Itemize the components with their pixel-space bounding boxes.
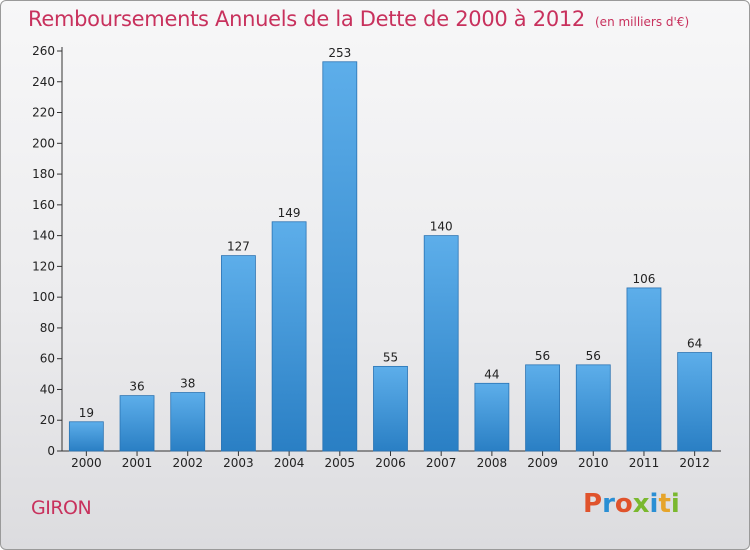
x-tick-label: 2006 (375, 456, 406, 470)
y-tick-label: 100 (32, 290, 55, 304)
data-label: 38 (180, 377, 195, 391)
x-tick-label: 2009 (527, 456, 558, 470)
data-label: 140 (430, 220, 453, 234)
bar-2003 (221, 255, 256, 452)
data-label: 106 (633, 272, 656, 286)
y-tick-label: 60 (40, 352, 55, 366)
data-label: 36 (129, 380, 144, 394)
chart-axes: 0 20 40 60 80 100 120 140 160 180 200 220 240 260 (32, 44, 721, 458)
x-tick-label: 2001 (122, 456, 153, 470)
y-tick-label: 20 (40, 413, 55, 427)
chart-labels: 2000 19 2001 36 2002 38 2003 127 2004 149 2005 253 2… (71, 46, 710, 470)
y-tick-label: 40 (40, 382, 55, 396)
chart-title-text: Remboursements Annuels de la Dette de 20… (28, 7, 585, 31)
logo-letter: t (658, 489, 671, 519)
chart-unit: (en milliers d'€) (595, 15, 690, 29)
y-tick-label: 160 (32, 198, 55, 212)
bar-2008 (474, 382, 510, 452)
data-label: 56 (535, 349, 550, 363)
bar-2005 (322, 61, 358, 452)
y-tick-label: 220 (32, 106, 55, 120)
data-label: 55 (383, 350, 398, 364)
data-label: 44 (484, 367, 499, 381)
bar-2009 (525, 364, 560, 452)
y-tick-label: 80 (40, 321, 55, 335)
bar-2001 (119, 395, 155, 452)
proxiti-logo[interactable]: Proxiti (583, 489, 680, 523)
x-tick-label: 2010 (578, 456, 609, 470)
bar-2012 (677, 352, 713, 452)
x-tick-label: 2011 (629, 456, 660, 470)
y-tick-label: 120 (32, 259, 55, 273)
data-label: 56 (586, 349, 601, 363)
logo-letter: i (649, 489, 659, 519)
x-tick-label: 2000 (71, 456, 102, 470)
logo-letter: i (670, 489, 680, 519)
x-tick-label: 2005 (325, 456, 356, 470)
logo-letter: o (614, 489, 633, 519)
data-label: 127 (227, 240, 250, 254)
x-tick-label: 2012 (679, 456, 710, 470)
data-label: 149 (278, 206, 301, 220)
data-label: 19 (79, 406, 94, 420)
x-tick-label: 2008 (477, 456, 508, 470)
bar-2010 (575, 364, 611, 452)
x-tick-label: 2007 (426, 456, 457, 470)
y-tick-label: 200 (32, 136, 55, 150)
chart-title: Remboursements Annuels de la Dette de 20… (28, 7, 689, 31)
data-label: 64 (687, 337, 702, 351)
chart-bars (68, 61, 713, 452)
data-label: 253 (328, 46, 351, 60)
logo-letter: x (632, 489, 650, 519)
bar-2011 (626, 287, 662, 452)
y-tick-label: 140 (32, 229, 55, 243)
bar-2000 (68, 421, 104, 452)
y-tick-label: 0 (47, 444, 55, 458)
x-tick-label: 2002 (172, 456, 203, 470)
y-tick-label: 260 (32, 44, 55, 58)
x-tick-label: 2004 (274, 456, 305, 470)
bar-2007 (423, 235, 459, 452)
y-tick-label: 180 (32, 167, 55, 181)
x-tick-label: 2003 (223, 456, 254, 470)
logo-letter: r (602, 489, 615, 519)
logo-letter: P (583, 489, 603, 519)
bar-2002 (170, 392, 206, 452)
commune-name: GIRON (31, 497, 92, 519)
bar-2006 (373, 365, 408, 452)
y-tick-label: 240 (32, 75, 55, 89)
bar-2004 (271, 221, 307, 452)
